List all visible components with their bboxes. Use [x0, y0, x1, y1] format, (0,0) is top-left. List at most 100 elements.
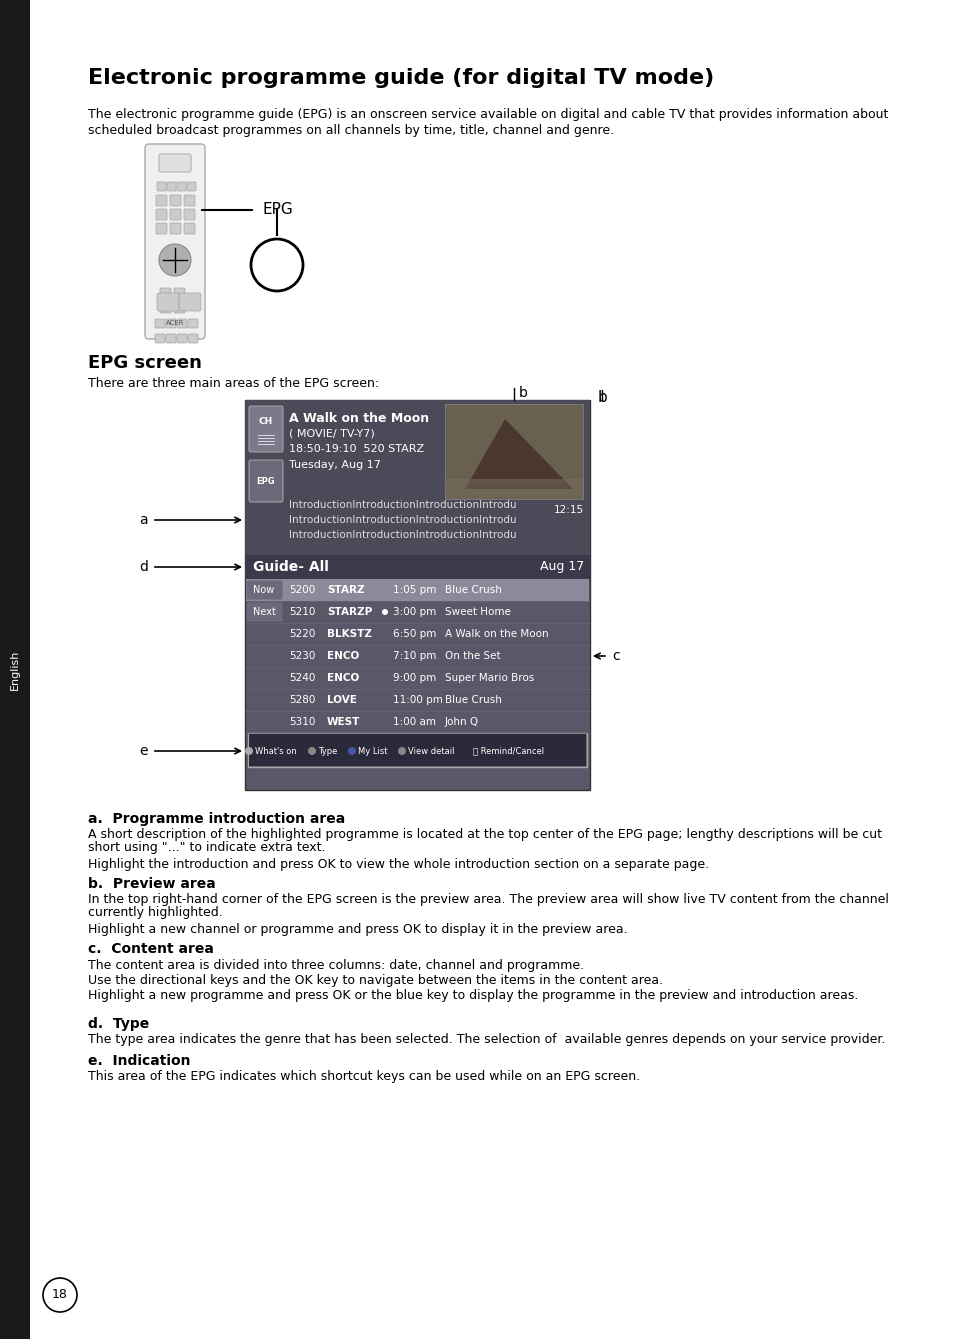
Text: Now: Now	[253, 585, 274, 595]
FancyBboxPatch shape	[156, 195, 167, 206]
Text: What's on: What's on	[254, 747, 296, 755]
Bar	[0, 0, 30, 1339]
Text: EPG: EPG	[256, 478, 275, 486]
Text: John Q: John Q	[444, 716, 478, 727]
FancyBboxPatch shape	[184, 224, 194, 234]
Text: 5280: 5280	[289, 695, 315, 706]
Text: The type area indicates the genre that has been selected. The selection of  avai: The type area indicates the genre that h…	[88, 1032, 884, 1046]
Text: A Walk on the Moon: A Walk on the Moon	[444, 629, 548, 639]
Text: currently highlighted.: currently highlighted.	[88, 907, 222, 919]
Text: 6:50 pm: 6:50 pm	[393, 629, 436, 639]
Text: IntroductionIntroductionIntroductionIntrodu: IntroductionIntroductionIntroductionIntr…	[289, 530, 517, 540]
Circle shape	[308, 747, 315, 755]
Circle shape	[245, 747, 253, 755]
Text: b: b	[518, 386, 527, 400]
FancyBboxPatch shape	[177, 319, 187, 328]
FancyBboxPatch shape	[156, 209, 167, 220]
Text: 3:00 pm: 3:00 pm	[393, 607, 436, 617]
Text: WEST: WEST	[327, 716, 360, 727]
FancyBboxPatch shape	[249, 406, 283, 453]
FancyBboxPatch shape	[170, 209, 181, 220]
Text: A short description of the highlighted programme is located at the top center of: A short description of the highlighted p…	[88, 828, 882, 841]
Bar	[444, 404, 582, 499]
Text: Use the directional keys and the OK key to navigate between the items in the con: Use the directional keys and the OK key …	[88, 973, 662, 987]
Text: Highlight a new programme and press OK or the blue key to display the programme : Highlight a new programme and press OK o…	[88, 990, 858, 1002]
FancyBboxPatch shape	[246, 581, 282, 600]
FancyBboxPatch shape	[154, 319, 165, 328]
Text: 11:00 pm: 11:00 pm	[393, 695, 442, 706]
Bar	[249, 734, 585, 766]
Text: 5210: 5210	[289, 607, 315, 617]
Bar	[245, 400, 589, 790]
FancyBboxPatch shape	[187, 182, 195, 191]
Text: English: English	[10, 649, 20, 690]
Text: d: d	[139, 560, 148, 574]
Text: CH: CH	[258, 418, 273, 427]
Circle shape	[43, 1277, 77, 1312]
Text: c.  Content area: c. Content area	[88, 943, 213, 956]
Circle shape	[397, 747, 406, 755]
Text: IntroductionIntroductionIntroductionIntrodu: IntroductionIntroductionIntroductionIntr…	[289, 499, 517, 510]
Text: STARZP: STARZP	[327, 607, 372, 617]
Text: 9:00 pm: 9:00 pm	[393, 674, 436, 683]
Bar	[248, 732, 586, 767]
FancyBboxPatch shape	[159, 154, 191, 171]
Text: 18:50-19:10  520 STARZ: 18:50-19:10 520 STARZ	[289, 445, 424, 454]
Text: Type: Type	[317, 747, 337, 755]
Circle shape	[159, 244, 191, 276]
FancyBboxPatch shape	[249, 461, 283, 502]
FancyBboxPatch shape	[157, 293, 179, 311]
Text: 5220: 5220	[289, 629, 315, 639]
FancyBboxPatch shape	[167, 182, 175, 191]
Bar	[444, 491, 582, 495]
Text: ENCO: ENCO	[327, 651, 359, 661]
Text: 5240: 5240	[289, 674, 315, 683]
Text: 5200: 5200	[289, 585, 314, 595]
Text: e: e	[139, 744, 148, 758]
FancyBboxPatch shape	[173, 303, 185, 313]
FancyBboxPatch shape	[173, 288, 185, 299]
Text: ⎘ Remind/Cancel: ⎘ Remind/Cancel	[473, 747, 543, 755]
Text: Highlight a new channel or programme and press OK to display it in the preview a: Highlight a new channel or programme and…	[88, 923, 627, 936]
FancyBboxPatch shape	[246, 603, 282, 621]
Circle shape	[348, 747, 355, 755]
FancyBboxPatch shape	[166, 333, 175, 343]
Text: Super Mario Bros: Super Mario Bros	[444, 674, 534, 683]
FancyBboxPatch shape	[156, 224, 167, 234]
Circle shape	[381, 609, 388, 615]
Text: 5310: 5310	[289, 716, 315, 727]
Polygon shape	[464, 419, 573, 489]
Text: 18: 18	[52, 1288, 68, 1302]
Text: c: c	[612, 649, 619, 663]
Text: d.  Type: d. Type	[88, 1018, 149, 1031]
Text: Guide- All: Guide- All	[253, 560, 329, 574]
Text: a.  Programme introduction area: a. Programme introduction area	[88, 811, 345, 826]
Text: 1:05 pm: 1:05 pm	[393, 585, 436, 595]
Text: A Walk on the Moon: A Walk on the Moon	[289, 412, 429, 424]
FancyBboxPatch shape	[184, 195, 194, 206]
FancyBboxPatch shape	[166, 319, 175, 328]
Text: b.  Preview area: b. Preview area	[88, 877, 215, 890]
Text: a: a	[139, 513, 148, 528]
Text: Blue Crush: Blue Crush	[444, 695, 501, 706]
Text: My List: My List	[357, 747, 387, 755]
FancyBboxPatch shape	[170, 224, 181, 234]
Text: The electronic programme guide (EPG) is an onscreen service available on digital: The electronic programme guide (EPG) is …	[88, 108, 887, 121]
FancyBboxPatch shape	[184, 209, 194, 220]
Text: Aug 17: Aug 17	[539, 560, 583, 573]
Text: Next: Next	[253, 607, 275, 617]
Text: ACER: ACER	[166, 320, 184, 325]
Bar	[444, 483, 582, 487]
Text: View detail: View detail	[408, 747, 454, 755]
Text: There are three main areas of the EPG screen:: There are three main areas of the EPG sc…	[88, 378, 378, 390]
Bar	[245, 400, 589, 554]
Bar	[444, 479, 582, 483]
FancyBboxPatch shape	[177, 182, 186, 191]
Text: ( MOVIE/ TV-Y7): ( MOVIE/ TV-Y7)	[289, 428, 375, 438]
Text: scheduled broadcast programmes on all channels by time, title, channel and genre: scheduled broadcast programmes on all ch…	[88, 125, 614, 137]
Text: 1:00 am: 1:00 am	[393, 716, 436, 727]
FancyBboxPatch shape	[177, 333, 187, 343]
Text: On the Set: On the Set	[444, 651, 500, 661]
FancyBboxPatch shape	[160, 303, 171, 313]
Bar	[444, 487, 582, 491]
